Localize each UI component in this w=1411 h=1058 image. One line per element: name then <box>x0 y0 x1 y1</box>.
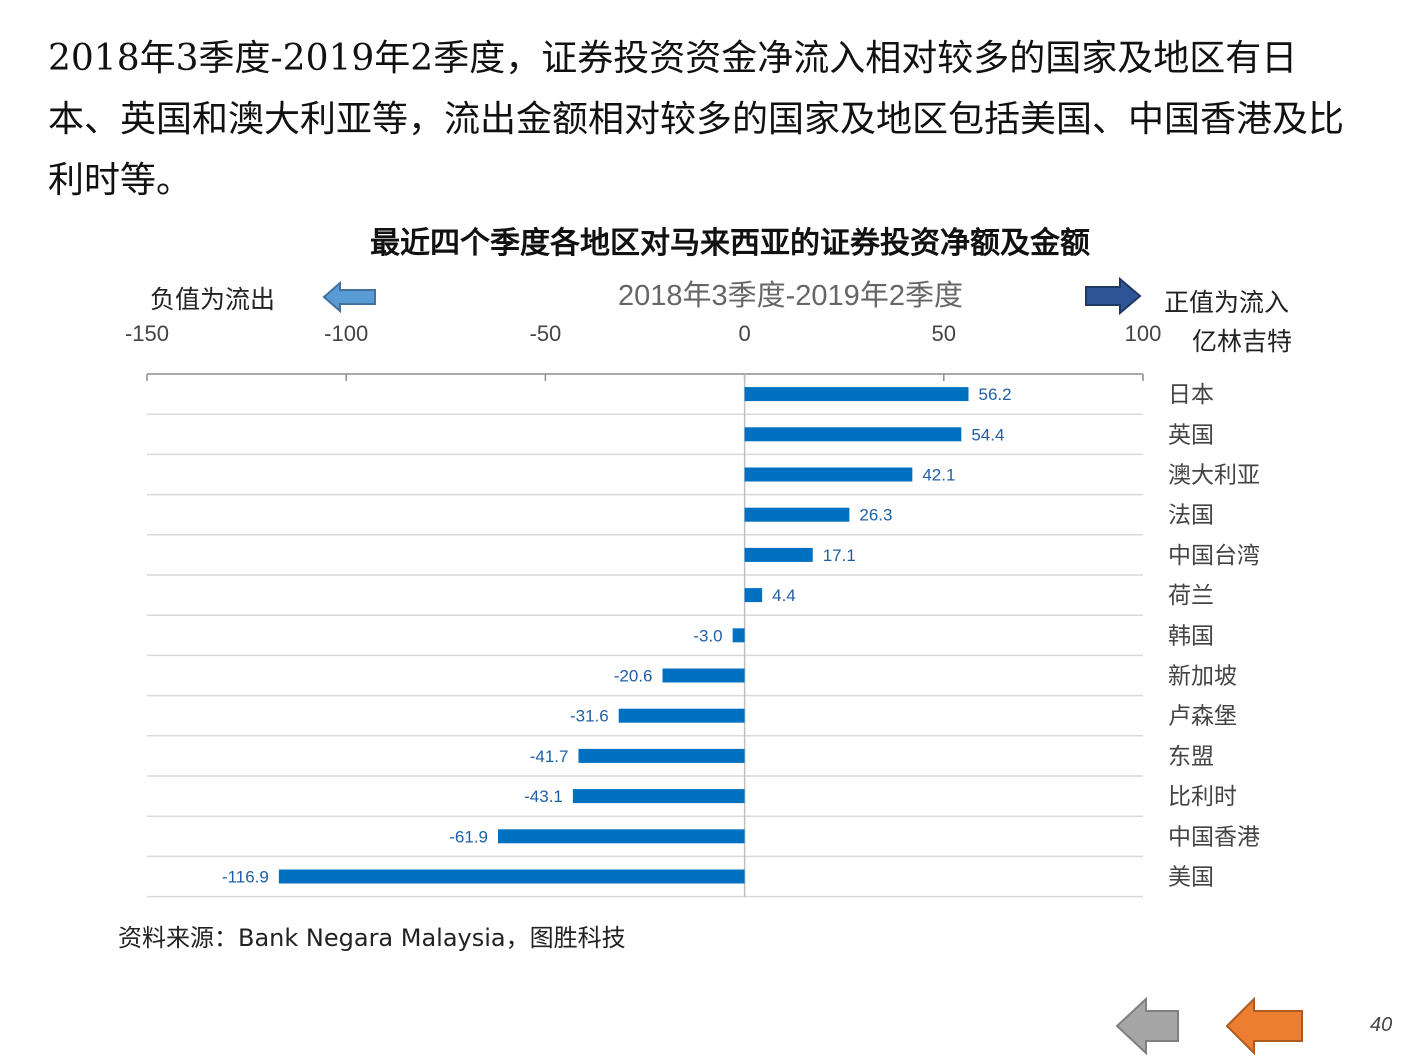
category-label: 比利时 <box>1168 784 1237 810</box>
category-label: 卢森堡 <box>1168 704 1237 730</box>
data-label: 26.3 <box>859 506 892 525</box>
x-tick-label: -150 <box>125 321 169 346</box>
category-label: 法国 <box>1168 503 1214 529</box>
chart-title: 最近四个季度各地区对马来西亚的证券投资净额及金额 <box>370 226 1090 261</box>
category-label: 新加坡 <box>1168 664 1237 690</box>
category-label: 日本 <box>1168 382 1214 408</box>
bar <box>497 829 745 844</box>
data-label: -43.1 <box>524 787 563 806</box>
bar <box>618 708 745 723</box>
intro-paragraph: 2018年3季度-2019年2季度，证券投资资金净流入相对较多的国家及地区有日本… <box>48 38 1345 201</box>
data-label: -3.0 <box>693 626 722 645</box>
left-arrow-icon <box>322 281 376 313</box>
left-arrow-shape <box>322 281 376 313</box>
category-label: 中国台湾 <box>1168 543 1260 569</box>
orange-left-arrow-icon <box>1225 996 1303 1056</box>
right-arrow-icon <box>1085 277 1142 315</box>
unit-label: 亿林吉特 <box>1192 327 1293 356</box>
bar <box>572 789 745 804</box>
positive-inflow-note: 正值为流入 <box>1164 288 1290 317</box>
x-tick-label: -100 <box>324 321 368 346</box>
back-nav-button[interactable] <box>1114 996 1182 1056</box>
x-tick-label: 0 <box>738 321 750 346</box>
right-arrow-shape <box>1085 277 1142 315</box>
bar <box>578 748 745 763</box>
bar <box>744 387 969 402</box>
data-label: 4.4 <box>772 586 796 605</box>
gray-left-arrow-icon <box>1115 996 1179 1056</box>
bar <box>744 467 913 482</box>
data-label: 56.2 <box>979 385 1012 404</box>
category-label: 英国 <box>1168 422 1214 448</box>
bar <box>662 668 745 683</box>
data-label: -41.7 <box>530 747 569 766</box>
bar <box>278 869 745 884</box>
data-label: -116.9 <box>222 868 269 887</box>
x-tick-label: 50 <box>932 321 956 346</box>
data-label: 42.1 <box>922 466 955 485</box>
category-label: 美国 <box>1168 865 1214 891</box>
data-label: 54.4 <box>971 425 1004 444</box>
bar <box>732 628 745 643</box>
category-label: 韩国 <box>1168 623 1214 649</box>
x-tick-label: 100 <box>1125 321 1162 346</box>
data-label: 17.1 <box>823 546 856 565</box>
forward-nav-button[interactable] <box>1224 996 1306 1056</box>
category-label: 中国香港 <box>1168 824 1260 850</box>
data-label: -61.9 <box>449 827 488 846</box>
source-note: 资料来源：Bank Negara Malaysia，图胜科技 <box>118 924 626 952</box>
category-label: 东盟 <box>1168 744 1214 770</box>
bar <box>744 588 763 603</box>
category-label: 荷兰 <box>1168 583 1214 609</box>
x-tick-label: -50 <box>530 321 562 346</box>
negative-outflow-note: 负值为流出 <box>150 285 276 314</box>
data-label: -31.6 <box>570 707 609 726</box>
page-number: 40 <box>1370 1014 1393 1036</box>
bar <box>744 507 850 522</box>
data-label: -20.6 <box>614 667 653 686</box>
bar <box>744 427 962 442</box>
category-label: 澳大利亚 <box>1168 463 1260 489</box>
chart-subtitle: 2018年3季度-2019年2季度 <box>618 280 963 312</box>
bar <box>744 547 813 562</box>
